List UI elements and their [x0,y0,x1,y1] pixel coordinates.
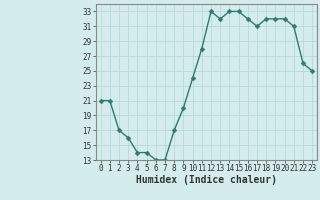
X-axis label: Humidex (Indice chaleur): Humidex (Indice chaleur) [136,175,277,185]
